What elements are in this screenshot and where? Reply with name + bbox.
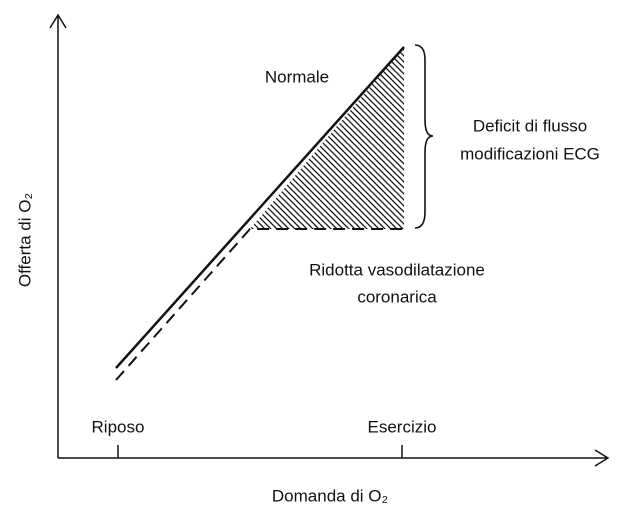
- x-axis-label: Domanda di O₂: [272, 486, 388, 505]
- curve-label: coronarica: [357, 287, 437, 306]
- reduced-line: [115, 228, 404, 381]
- marker-label: Esercizio: [368, 417, 437, 436]
- marker-label: Riposo: [92, 417, 145, 436]
- normal-line: [115, 46, 405, 369]
- y-axis-label: Offerta di O₂: [15, 193, 34, 287]
- brace-label: modificazioni ECG: [460, 144, 600, 163]
- curve-label: Normale: [265, 67, 329, 86]
- x-axis: [58, 449, 610, 467]
- brace: [414, 44, 434, 229]
- y-axis: [49, 13, 67, 458]
- curve-label: Ridotta vasodilatazione: [309, 260, 485, 279]
- brace-label: Deficit di flusso: [473, 116, 587, 135]
- deficit-area: [250, 47, 404, 229]
